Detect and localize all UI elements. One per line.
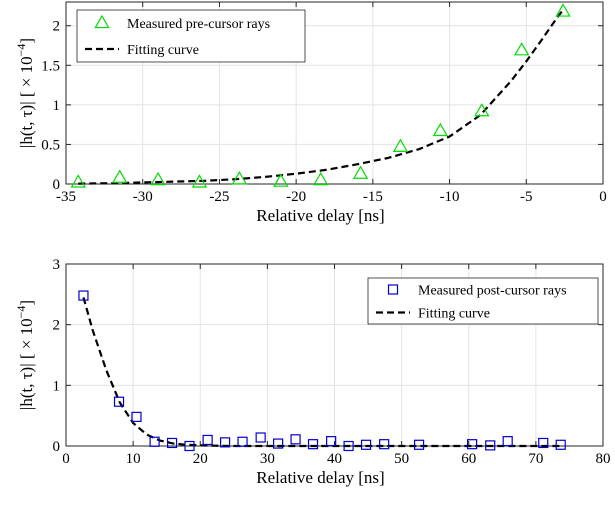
data-point — [255, 432, 266, 443]
x-tick-label: 50 — [394, 451, 409, 467]
x-tick-label: -30 — [133, 189, 153, 205]
pre-cursor-panel: -35 -30 -25 -20 -15 -10 -5 0 0 0.5 1 1.5 2 Relative d… — [14, 1, 607, 225]
legend-label: Fitting curve — [127, 43, 199, 58]
x-tick-label: -20 — [286, 189, 306, 205]
data-point — [231, 171, 248, 185]
data-point — [432, 122, 449, 137]
legend-marker — [387, 284, 399, 295]
data-point — [502, 436, 513, 447]
data-point — [485, 440, 496, 451]
x-tick-label: 30 — [260, 451, 275, 467]
fitting-curve-line — [78, 9, 564, 185]
data-point — [191, 174, 208, 188]
data-point — [307, 439, 319, 450]
data-point — [392, 138, 409, 152]
y-axis-label: |h(t, τ)| [ × 10−4] — [14, 300, 36, 410]
data-point — [273, 438, 284, 449]
x-tick-label: 80 — [596, 451, 611, 467]
data-point — [150, 171, 166, 186]
data-point — [343, 440, 354, 452]
y-axis-label: |h(t, τ)| [ × 10−4] — [14, 38, 36, 148]
data-point — [70, 174, 86, 188]
x-tick-label: 0 — [62, 451, 70, 467]
data-point — [474, 102, 490, 117]
data-point — [326, 436, 337, 447]
x-axis-label: Relative delay [ns] — [256, 206, 384, 225]
data-point — [149, 436, 160, 447]
data-point — [467, 439, 478, 450]
data-point — [237, 436, 248, 447]
data-point — [113, 396, 125, 407]
y-tick-label: 0 — [53, 439, 61, 455]
y-tick-label: 1 — [53, 378, 61, 394]
legend-label: Measured post-cursor rays — [418, 284, 567, 299]
x-tick-label: -15 — [363, 189, 383, 205]
y-tick-label: 1.5 — [41, 58, 60, 74]
legend-box — [367, 277, 599, 325]
y-tick-label: 2 — [53, 19, 61, 35]
x-tick-label: 0 — [599, 189, 607, 205]
data-point — [555, 3, 571, 17]
x-tick-label: -25 — [209, 189, 229, 205]
data-point — [413, 439, 425, 450]
x-tick-label: 70 — [528, 451, 543, 467]
data-point — [273, 173, 289, 187]
legend-marker — [94, 14, 110, 29]
x-tick-label: -10 — [440, 189, 460, 205]
data-point — [78, 290, 89, 301]
data-point — [184, 440, 195, 452]
x-tick-label: 20 — [193, 451, 208, 467]
data-point — [555, 439, 566, 450]
data-point — [313, 171, 329, 186]
legend-box — [76, 9, 306, 63]
y-tick-label: 1 — [53, 98, 61, 114]
fitting-curve-line — [82, 297, 561, 448]
data-point — [166, 437, 178, 449]
y-tick-label: 3 — [53, 257, 61, 273]
data-point — [131, 411, 142, 422]
y-tick-label: 0.5 — [41, 137, 60, 153]
x-tick-label: -35 — [56, 189, 76, 205]
data-point — [360, 439, 372, 450]
data-point — [379, 439, 390, 450]
data-point — [219, 437, 231, 448]
x-tick-label: -5 — [520, 189, 533, 205]
data-point — [538, 437, 549, 449]
y-tick-label: 2 — [53, 318, 61, 334]
x-tick-label: 10 — [126, 451, 141, 467]
data-point — [202, 434, 213, 446]
axes-frame — [65, 1, 604, 185]
x-axis-label: Relative delay [ns] — [256, 468, 384, 487]
y-tick-label: 0 — [53, 177, 61, 193]
legend-label: Fitting curve — [418, 307, 490, 322]
post-cursor-panel: 0 10 20 30 40 50 60 70 80 0 1 2 3 Relative delay [ns]… — [14, 257, 611, 487]
x-tick-label: 60 — [461, 451, 476, 467]
x-tick-label: 40 — [327, 451, 342, 467]
data-point — [290, 434, 301, 445]
data-point — [513, 42, 530, 56]
data-point — [112, 169, 128, 183]
legend-label: Measured pre-cursor rays — [127, 17, 270, 32]
data-point — [352, 165, 369, 179]
